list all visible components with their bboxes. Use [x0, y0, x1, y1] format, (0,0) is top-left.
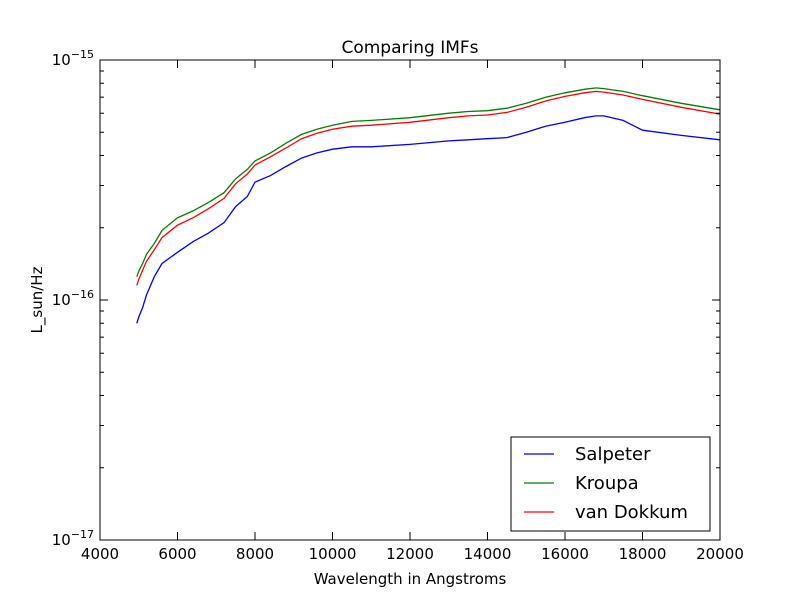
- x-tick-label: 8000: [236, 545, 274, 563]
- legend-box: [510, 436, 711, 532]
- y-axis-label: L_sun/Hz: [28, 266, 47, 333]
- series-line-1: [136, 115, 721, 324]
- x-tick-label: 10000: [309, 545, 357, 563]
- x-tick-label: 18000: [619, 545, 667, 563]
- legend-label-2: Kroupa: [575, 473, 639, 494]
- x-tick-label: 20000: [696, 545, 744, 563]
- x-tick-label: 6000: [158, 545, 196, 563]
- plot-frame: [99, 59, 721, 541]
- x-tick-label: 4000: [81, 545, 119, 563]
- legend: Salpeter Kroupa van Dokkum: [510, 436, 711, 532]
- series-layer: [136, 87, 721, 324]
- series-line-3: [136, 90, 721, 286]
- series-line-2: [136, 87, 721, 277]
- chart-title: Comparing IMFs: [341, 38, 478, 58]
- legend-label-3: van Dokkum: [575, 502, 688, 523]
- x-tick-label: 14000: [464, 545, 512, 563]
- x-tick-label: 12000: [386, 545, 434, 563]
- y-tick-label: 10−15: [52, 48, 94, 69]
- y-tick-label: 10−17: [52, 528, 94, 549]
- x-tick-label: 16000: [541, 545, 589, 563]
- x-axis-label: Wavelength in Angstroms: [314, 570, 507, 588]
- legend-label-1: Salpeter: [575, 444, 651, 465]
- tick-layer: 4000 6000 8000 10000 12000 14000 16000 18000 200…: [52, 48, 744, 563]
- y-tick-label: 10−16: [52, 288, 94, 309]
